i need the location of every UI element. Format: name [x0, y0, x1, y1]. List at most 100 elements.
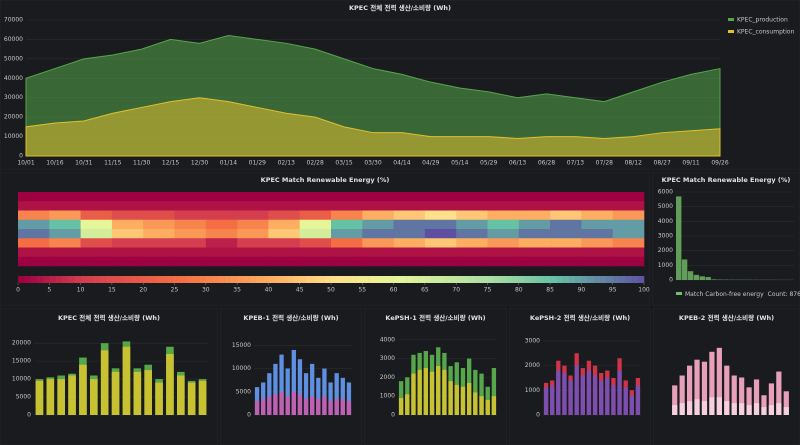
heat-cell: [581, 210, 613, 221]
bar: [303, 398, 309, 415]
heat-cell: [143, 238, 175, 248]
heat-cell: [612, 210, 645, 221]
heat-cell: [487, 210, 520, 221]
bar: [177, 375, 185, 415]
bar: [485, 399, 490, 415]
bar: [701, 361, 708, 415]
x-tick-label: 03/15: [335, 160, 352, 167]
colorbar-segment: [343, 276, 351, 283]
y-tick-label: 6000: [658, 189, 673, 196]
heat-cell: [550, 192, 582, 202]
heat-cell: [612, 201, 645, 211]
bar: [405, 394, 410, 415]
bar: [454, 384, 459, 415]
bar: [491, 367, 497, 415]
y-tick-label: 3000: [380, 355, 395, 362]
colorbar-segment: [143, 276, 150, 283]
colorbar-segment: [55, 276, 63, 283]
heat-cell: [331, 210, 363, 221]
heat-cell: [268, 256, 300, 267]
heat-cell: [143, 192, 175, 202]
x-tick-label: 08/12: [625, 160, 642, 167]
heat-cell: [424, 201, 457, 211]
bar: [429, 371, 435, 415]
heat-cell: [174, 247, 207, 258]
heat-cell: [456, 256, 488, 267]
heat-cell: [80, 219, 113, 230]
colorbar-tick-label: 5: [47, 287, 51, 294]
heat-cell: [205, 229, 238, 239]
colorbar-segment: [187, 276, 194, 283]
y-tick-label: 3000: [525, 337, 540, 344]
y-tick-label: 20000: [12, 340, 31, 347]
bar: [679, 375, 685, 415]
colorbar-segment: [130, 276, 138, 283]
panel-title: KPEB-2 전력 생산/소비량 (Wh): [679, 313, 774, 322]
heat-cell: [612, 238, 645, 248]
heat-cell: [205, 219, 238, 230]
colorbar-segment: [349, 276, 357, 283]
heat-cell: [143, 210, 175, 221]
heat-cell: [111, 201, 144, 211]
heat-cell: [111, 210, 144, 221]
heat-cell: [237, 238, 269, 248]
heat-cell: [18, 192, 50, 202]
bar: [273, 394, 278, 415]
heat-cell: [299, 210, 332, 221]
heat-cell: [424, 210, 457, 221]
colorbar-segment: [456, 276, 463, 283]
heat-cell: [362, 210, 394, 221]
bar: [460, 386, 466, 415]
colorbar-segment: [543, 276, 551, 283]
bar: [398, 381, 404, 415]
heat-cell: [550, 238, 582, 248]
bar: [198, 380, 207, 415]
y-tick-label: 60000: [4, 36, 23, 43]
colorbar-segment: [262, 276, 269, 283]
colorbar-segment: [287, 276, 294, 283]
bar: [623, 387, 628, 415]
heat-cell: [331, 219, 363, 230]
x-tick-label: 06/13: [509, 160, 526, 167]
bar: [479, 396, 484, 415]
heat-cell: [205, 210, 238, 221]
colorbar-segment: [637, 276, 645, 283]
bar: [297, 394, 303, 415]
x-tick-label: 04/14: [393, 160, 410, 167]
bar: [285, 396, 290, 415]
bar: [574, 365, 579, 415]
colorbar-segment: [218, 276, 225, 283]
bar: [448, 381, 453, 415]
heat-cell: [18, 229, 50, 239]
heat-cell: [456, 238, 488, 248]
colorbar-segment: [212, 276, 219, 283]
colorbar-segment: [493, 276, 501, 283]
bar: [731, 375, 737, 415]
colorbar-tick-label: 0: [16, 287, 20, 294]
bar: [679, 403, 685, 415]
bar: [629, 395, 634, 415]
bar: [776, 371, 782, 415]
colorbar-segment: [61, 276, 69, 283]
histogram-bar: [676, 196, 682, 280]
colorbar-segment: [337, 276, 344, 283]
panel-title: KPEB-1 전력 생산/소비량 (Wh): [243, 313, 338, 322]
heat-cell: [612, 247, 645, 258]
colorbar-tick-label: 50: [327, 287, 335, 294]
heat-cell: [80, 229, 113, 239]
bar: [550, 385, 555, 415]
heat-cell: [49, 229, 81, 239]
colorbar-segment: [537, 276, 545, 283]
heat-cell: [299, 229, 332, 239]
panel-title: KPEC Match Renewable Energy (%): [261, 176, 390, 184]
heat-cell: [581, 247, 613, 258]
heat-cell: [487, 256, 520, 267]
y-tick-label: 2000: [525, 362, 540, 369]
histogram-bar: [711, 279, 717, 280]
colorbar-segment: [587, 276, 595, 283]
colorbar-segment: [462, 276, 470, 283]
heat-cell: [80, 238, 113, 248]
heat-cell: [581, 256, 613, 267]
x-tick-label: 02/28: [307, 160, 324, 167]
